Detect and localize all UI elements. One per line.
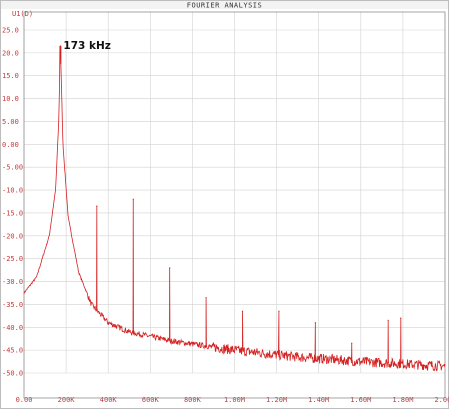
harmonic-peak [400,317,402,319]
x-axis-ticks: 0.00 200K 400K 600K 800K 1.00M 1.20M 1.40M 1.60M… [16,396,449,404]
y-tick-label: -25.0 [2,255,23,263]
x-tick-label: 800K [184,396,202,404]
y-tick-label: 5.00 [2,118,19,126]
title-bar [1,1,448,9]
fundamental-annotation: 173 kHz [63,40,110,52]
harmonic-peak [169,267,171,269]
grid [23,12,446,374]
y-tick-label: -35.0 [2,301,23,309]
harmonic-peak [59,45,62,47]
y-tick-label: -15.0 [2,209,23,217]
y-tick-label: -10.0 [2,187,23,195]
y-axis-ticks: 25.0 20.0 15.0 10.0 5.00 0.00 -5.00 -10.0 -15.0 -… [2,27,23,378]
y-tick-label: -5.00 [2,164,23,172]
harmonic-peak [387,319,389,322]
y-tick-label: 20.0 [2,49,19,57]
harmonic-peak [241,310,244,312]
harmonic-peak [132,198,134,200]
x-tick-label: 1.80M [392,396,413,404]
x-tick-label: 1.40M [308,396,329,404]
y-tick-label: -50.0 [2,370,23,378]
harmonic-peak [314,322,316,324]
y-tick-label: -45.0 [2,347,23,355]
x-tick-label: 1.00M [224,396,245,404]
x-tick-label: 2.00M [434,396,449,404]
y-tick-label: -20.0 [2,232,23,240]
spectrum-series [23,45,446,372]
y-tick-label: 10.0 [2,95,19,103]
harmonic-peak [278,310,280,312]
spectrum-line [23,45,446,372]
x-tick-label: 1.60M [350,396,371,404]
x-tick-label: 0.00 [16,396,33,404]
plot-area-border [23,11,446,399]
x-tick-label: 600K [142,396,160,404]
y-tick-label: 0.00 [2,141,19,149]
y-tick-label: 25.0 [2,27,19,35]
y-tick-label: -30.0 [2,278,23,286]
harmonic-peak [351,342,353,344]
y-tick-label: 15.0 [2,72,19,80]
chart-title: FOURIER ANALYSIS [187,2,262,10]
harmonic-peak [205,296,207,299]
x-tick-label: 400K [100,396,118,404]
x-tick-label: 200K [58,396,76,404]
harmonic-peak [96,205,98,207]
y-tick-label: -40.0 [2,324,23,332]
trace-label: U1(D) [12,10,33,18]
x-tick-label: 1.20M [266,396,287,404]
